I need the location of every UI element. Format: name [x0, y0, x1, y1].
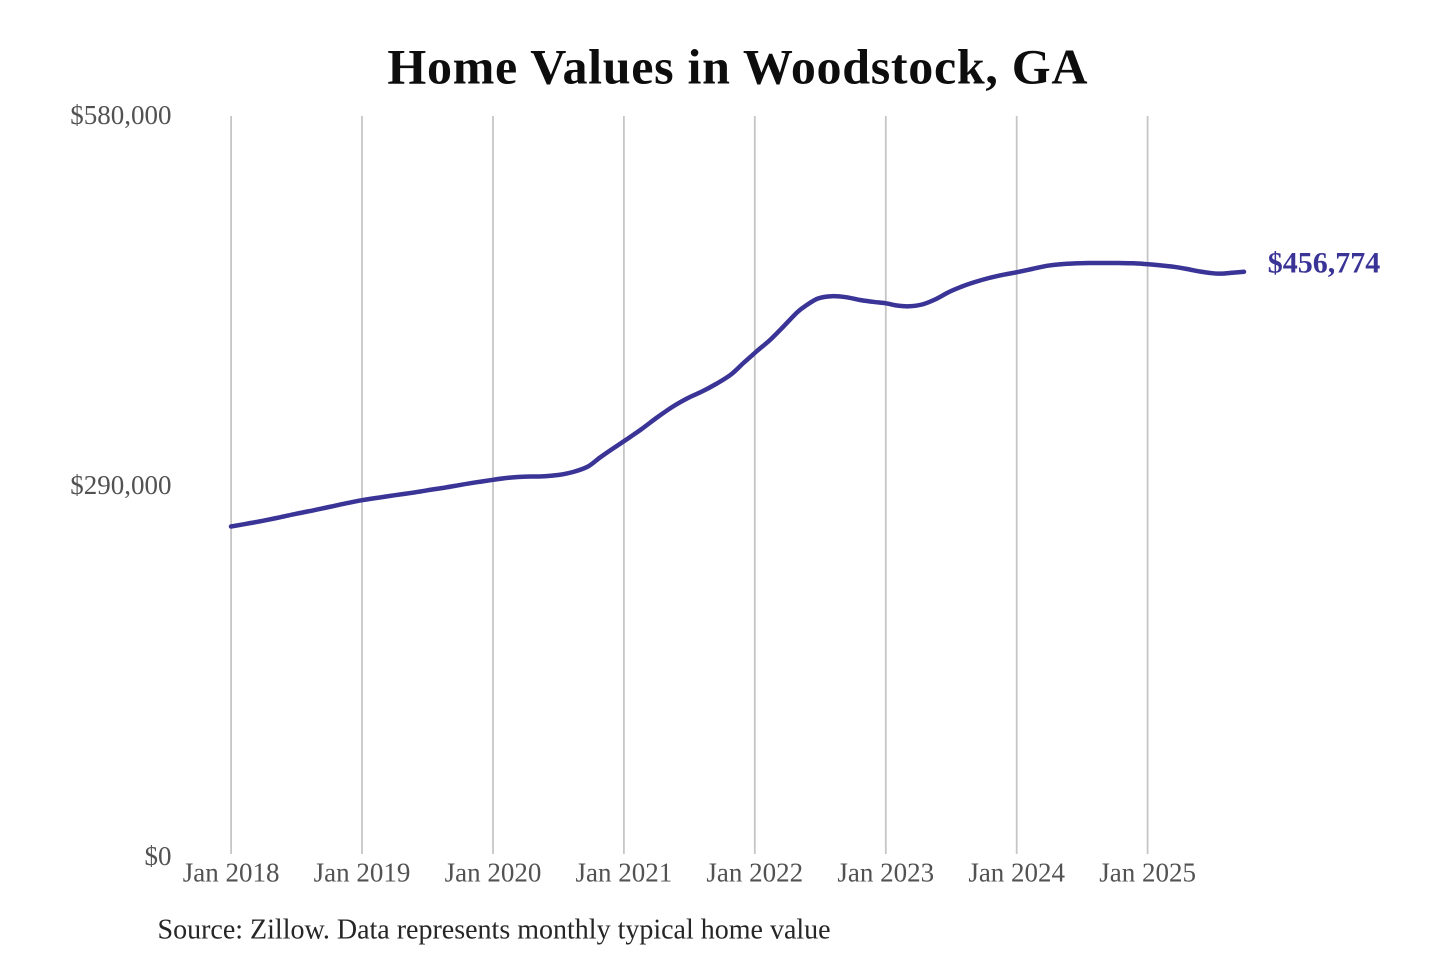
svg-text:Jan 2022: Jan 2022 [706, 858, 803, 888]
svg-text:Jan 2020: Jan 2020 [445, 858, 542, 888]
svg-text:Jan 2019: Jan 2019 [314, 858, 411, 888]
svg-text:Home Values in Woodstock, GA: Home Values in Woodstock, GA [387, 39, 1088, 95]
svg-text:Jan 2018: Jan 2018 [183, 858, 280, 888]
svg-text:Jan 2025: Jan 2025 [1099, 858, 1196, 888]
svg-text:$290,000: $290,000 [70, 470, 171, 500]
svg-text:Jan 2021: Jan 2021 [576, 858, 673, 888]
svg-text:Source: Zillow. Data represent: Source: Zillow. Data represents monthly … [158, 915, 831, 946]
svg-text:Jan 2024: Jan 2024 [968, 858, 1065, 888]
svg-text:$456,774: $456,774 [1268, 247, 1381, 280]
svg-text:$0: $0 [145, 841, 172, 871]
svg-text:$580,000: $580,000 [70, 100, 171, 130]
svg-text:Jan 2023: Jan 2023 [837, 858, 934, 888]
